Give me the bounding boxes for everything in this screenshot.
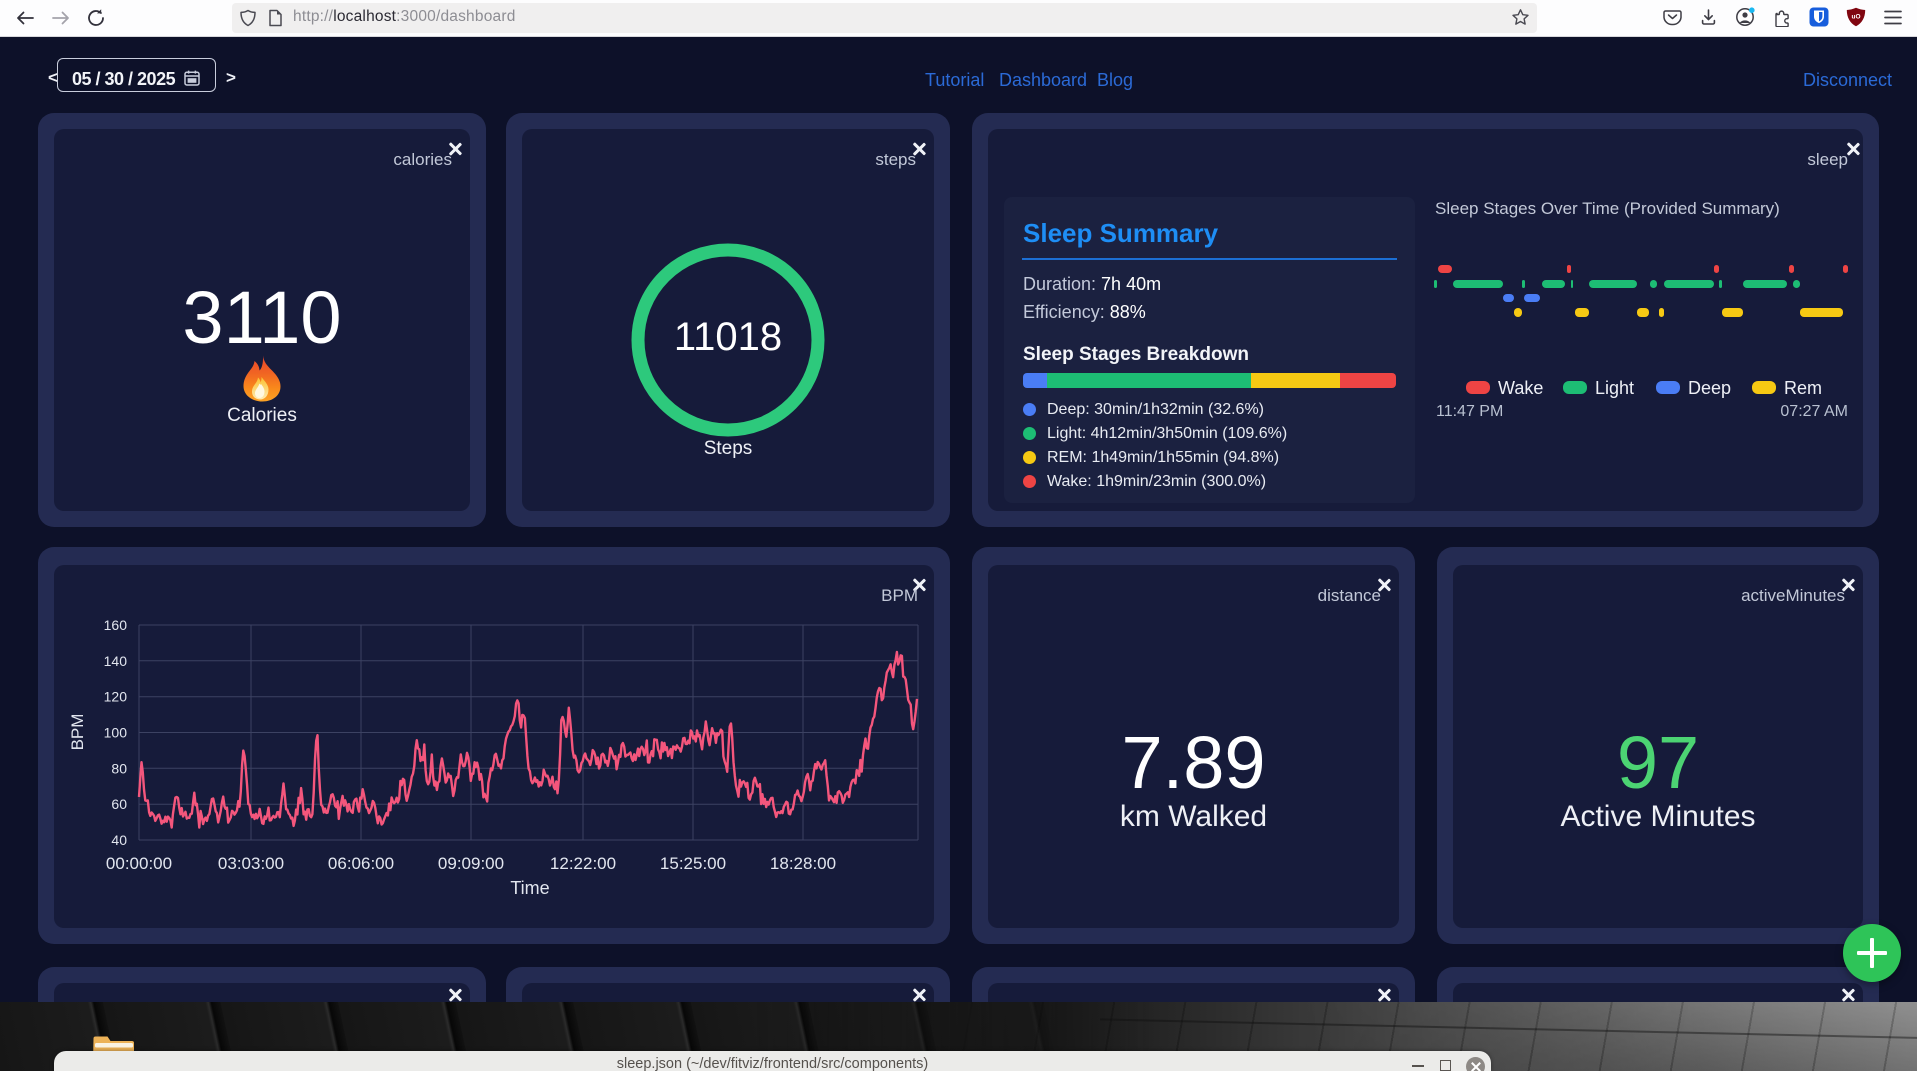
svg-text:uO: uO <box>1851 14 1860 21</box>
svg-text:06:06:00: 06:06:00 <box>328 854 394 873</box>
svg-text:100: 100 <box>104 725 128 741</box>
svg-text:60: 60 <box>111 796 127 812</box>
svg-text:12:22:00: 12:22:00 <box>550 854 616 873</box>
svg-text:BPM: BPM <box>68 714 87 751</box>
svg-text:80: 80 <box>111 760 127 776</box>
svg-text:40: 40 <box>111 832 127 848</box>
svg-text:18:28:00: 18:28:00 <box>770 854 836 873</box>
svg-text:00:00:00: 00:00:00 <box>106 854 172 873</box>
svg-text:120: 120 <box>104 689 128 705</box>
svg-text:09:09:00: 09:09:00 <box>438 854 504 873</box>
svg-text:140: 140 <box>104 653 128 669</box>
svg-text:Time: Time <box>510 878 549 898</box>
svg-text:160: 160 <box>104 617 128 633</box>
svg-text:03:03:00: 03:03:00 <box>218 854 284 873</box>
svg-text:15:25:00: 15:25:00 <box>660 854 726 873</box>
